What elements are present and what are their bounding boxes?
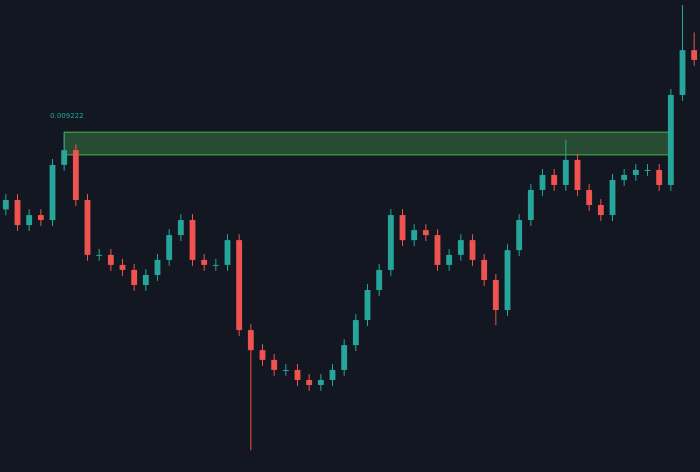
candle-body <box>504 250 511 311</box>
candle-body <box>294 369 301 380</box>
candle-body <box>422 230 429 236</box>
candle-body <box>96 254 103 256</box>
candle-body <box>679 50 686 95</box>
candle-body <box>609 179 616 216</box>
candle-body <box>317 379 324 385</box>
candle-body <box>154 259 161 275</box>
candle-body <box>142 274 149 285</box>
zone-label: 0.009222 <box>50 112 83 120</box>
candle-body <box>14 200 21 226</box>
candle-body <box>201 259 208 265</box>
candle-body <box>49 164 56 221</box>
candle-body <box>574 159 581 190</box>
candle-body <box>399 215 406 241</box>
candle-body <box>691 50 698 60</box>
candle-body <box>411 230 418 241</box>
candle-body <box>247 330 254 351</box>
candle-body <box>26 215 33 226</box>
candle-body <box>539 174 546 190</box>
candle-body <box>446 254 453 265</box>
candle-body <box>586 189 593 206</box>
candle-body <box>282 369 289 371</box>
candle-body <box>516 220 523 251</box>
candle-body <box>656 169 663 185</box>
candle-body <box>457 240 464 255</box>
candle-body <box>644 169 651 171</box>
resistance-zone <box>63 131 672 156</box>
candle-body <box>352 320 359 346</box>
candle-body <box>341 345 348 370</box>
candle-body <box>259 350 266 360</box>
candle-body <box>306 379 313 385</box>
candle-body <box>621 174 628 180</box>
candle-body <box>527 189 534 221</box>
candle-body <box>224 240 231 265</box>
candle-body <box>212 264 219 266</box>
candle-body <box>84 200 91 255</box>
candle-body <box>329 369 336 380</box>
candle-body <box>189 220 196 260</box>
candle-body <box>72 150 79 201</box>
candle-body <box>597 205 604 216</box>
candle-body <box>131 269 138 285</box>
candle-body <box>434 235 441 265</box>
candle-body <box>562 159 569 185</box>
candle-body <box>469 240 476 260</box>
candle-body <box>481 259 488 280</box>
candle-body <box>166 235 173 260</box>
candle-body <box>236 240 243 331</box>
candle-body <box>61 150 68 165</box>
candle-body <box>376 269 383 290</box>
candle-body <box>119 264 126 270</box>
candle-body <box>177 220 184 236</box>
candle-body <box>632 169 639 175</box>
candle-body <box>37 215 44 221</box>
candle-body <box>387 215 394 270</box>
candle-body <box>271 359 278 370</box>
candle-body <box>667 94 674 185</box>
candle-body <box>2 200 9 210</box>
candle-body <box>107 254 114 265</box>
candle-body <box>492 279 499 311</box>
candle-body <box>364 289 371 321</box>
candle-body <box>551 174 558 185</box>
